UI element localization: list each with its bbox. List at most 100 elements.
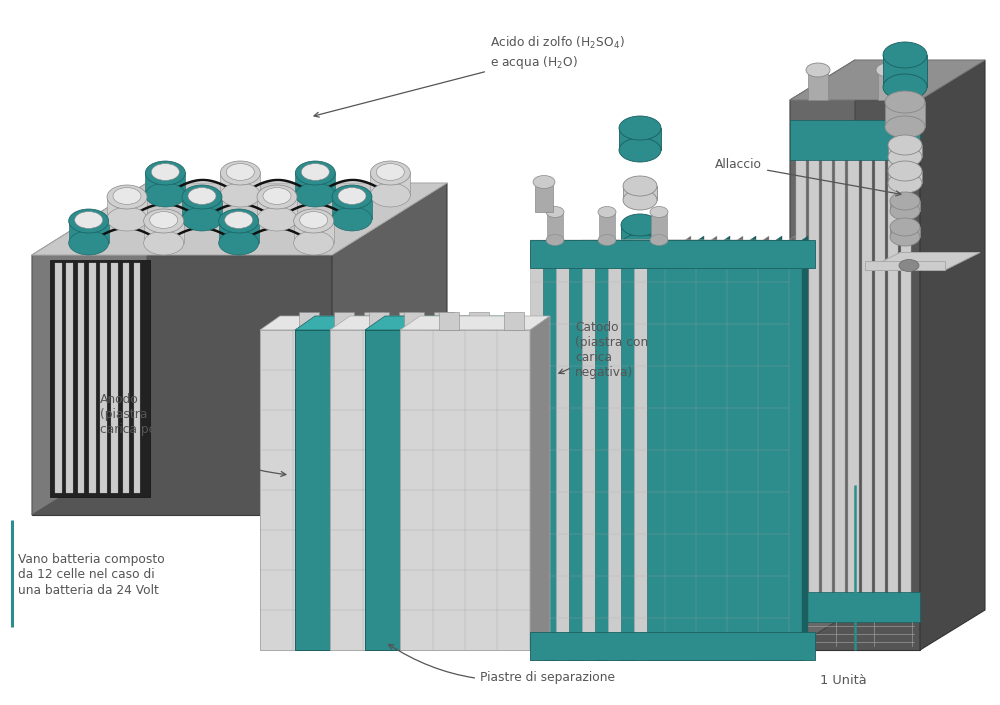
Polygon shape (802, 236, 808, 660)
Ellipse shape (376, 164, 404, 180)
Ellipse shape (630, 327, 650, 339)
Ellipse shape (145, 161, 185, 185)
Ellipse shape (107, 207, 147, 231)
Polygon shape (32, 183, 447, 255)
Polygon shape (439, 312, 458, 330)
Polygon shape (651, 212, 667, 240)
Ellipse shape (294, 231, 334, 255)
Ellipse shape (533, 176, 555, 188)
Ellipse shape (107, 185, 147, 209)
Polygon shape (257, 197, 297, 219)
Polygon shape (295, 173, 335, 195)
Ellipse shape (338, 188, 366, 204)
Polygon shape (469, 312, 489, 330)
Ellipse shape (598, 207, 616, 218)
Polygon shape (862, 128, 872, 618)
Text: Catodo
(piastra con
carica
negativa): Catodo (piastra con carica negativa) (559, 321, 648, 379)
Ellipse shape (888, 173, 922, 193)
Polygon shape (400, 330, 530, 650)
Polygon shape (145, 173, 185, 195)
Ellipse shape (621, 214, 659, 236)
Polygon shape (630, 328, 650, 333)
Polygon shape (330, 330, 460, 650)
Polygon shape (365, 316, 515, 330)
Polygon shape (621, 225, 659, 245)
Polygon shape (888, 145, 922, 157)
Polygon shape (608, 240, 763, 660)
Polygon shape (32, 443, 447, 515)
Polygon shape (569, 240, 724, 660)
Polygon shape (790, 60, 855, 650)
Ellipse shape (151, 164, 179, 180)
Polygon shape (55, 263, 62, 493)
Polygon shape (369, 312, 388, 330)
Ellipse shape (220, 183, 260, 207)
Polygon shape (790, 100, 920, 650)
Polygon shape (504, 312, 524, 330)
Polygon shape (711, 236, 717, 660)
Ellipse shape (885, 116, 925, 138)
Polygon shape (78, 263, 84, 493)
Text: Vano batteria composto
da 12 celle nel caso di
una batteria da 24 Volt: Vano batteria composto da 12 celle nel c… (18, 553, 165, 596)
Ellipse shape (225, 212, 253, 228)
Polygon shape (878, 70, 898, 100)
Polygon shape (332, 183, 447, 515)
Polygon shape (920, 60, 985, 650)
Polygon shape (763, 236, 769, 660)
Ellipse shape (182, 185, 222, 209)
Ellipse shape (876, 63, 900, 77)
Polygon shape (69, 221, 109, 243)
Ellipse shape (113, 188, 141, 204)
Polygon shape (219, 221, 259, 243)
Ellipse shape (144, 209, 184, 233)
Ellipse shape (332, 185, 372, 209)
Polygon shape (370, 173, 410, 195)
Polygon shape (890, 227, 920, 237)
Ellipse shape (885, 91, 925, 113)
Polygon shape (134, 263, 140, 493)
Ellipse shape (883, 42, 927, 68)
Ellipse shape (263, 188, 291, 204)
Text: Anodo
(piastra con
carica positiva): Anodo (piastra con carica positiva) (100, 393, 286, 477)
Polygon shape (404, 312, 424, 330)
Polygon shape (123, 263, 129, 493)
Ellipse shape (257, 207, 297, 231)
Polygon shape (885, 102, 925, 127)
Polygon shape (425, 316, 445, 650)
Polygon shape (835, 128, 845, 618)
Ellipse shape (370, 161, 410, 185)
Polygon shape (624, 351, 656, 367)
Polygon shape (535, 182, 553, 212)
Ellipse shape (890, 218, 920, 236)
Polygon shape (623, 186, 657, 200)
Ellipse shape (188, 188, 216, 204)
Ellipse shape (650, 235, 668, 245)
Polygon shape (556, 240, 711, 660)
Polygon shape (634, 240, 789, 660)
Ellipse shape (145, 183, 185, 207)
Polygon shape (888, 171, 922, 183)
Ellipse shape (300, 212, 328, 228)
Ellipse shape (624, 342, 656, 360)
Ellipse shape (144, 231, 184, 255)
Polygon shape (822, 128, 832, 618)
Polygon shape (495, 316, 515, 650)
Polygon shape (144, 221, 184, 243)
Polygon shape (582, 240, 737, 660)
Ellipse shape (624, 266, 656, 284)
Ellipse shape (899, 259, 919, 271)
Polygon shape (776, 236, 782, 660)
Polygon shape (621, 240, 776, 660)
Ellipse shape (301, 164, 329, 180)
Polygon shape (737, 236, 743, 660)
Ellipse shape (370, 183, 410, 207)
Polygon shape (848, 128, 859, 618)
Polygon shape (530, 632, 815, 660)
Polygon shape (66, 263, 73, 493)
Ellipse shape (650, 207, 668, 218)
Ellipse shape (219, 209, 259, 233)
Polygon shape (543, 240, 698, 660)
Polygon shape (364, 312, 384, 330)
Polygon shape (332, 197, 372, 219)
Ellipse shape (806, 63, 830, 77)
